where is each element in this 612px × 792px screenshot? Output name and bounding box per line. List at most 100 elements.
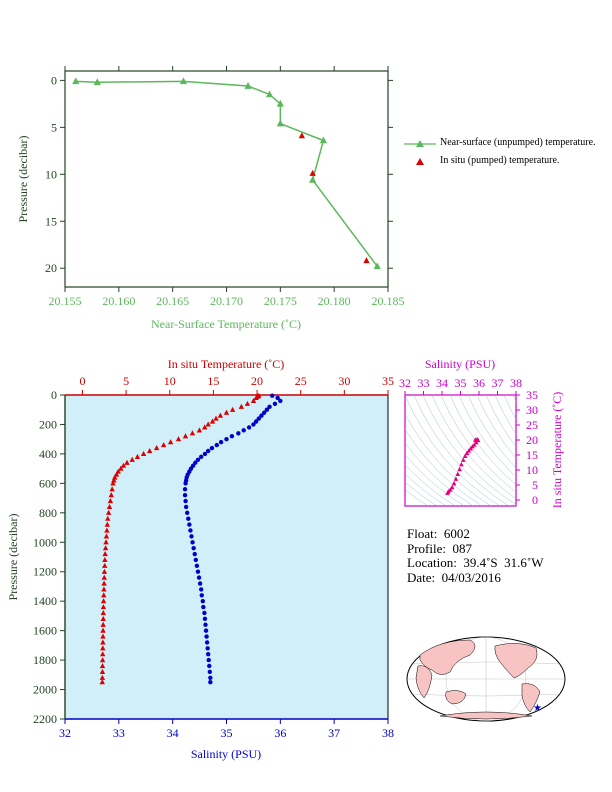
temperature-point — [101, 592, 107, 598]
salinity-tick-label: 33 — [113, 726, 125, 740]
x-tick-label: 20.180 — [318, 294, 351, 308]
temperature-point — [100, 615, 106, 621]
temperature-tick-label: 5 — [123, 374, 129, 388]
ts-point — [453, 476, 459, 481]
temperature-point — [102, 562, 108, 568]
salinity-point — [207, 669, 213, 675]
temperature-point — [103, 533, 110, 539]
temperature-profile-series — [99, 392, 262, 685]
x-tick-label: 20.165 — [156, 294, 189, 308]
near-surface-point — [244, 82, 252, 89]
salinity-point — [205, 652, 211, 657]
ts-point — [449, 484, 455, 490]
x-tick-label: 20.170 — [210, 294, 243, 308]
near-surface-series — [72, 77, 381, 270]
pressure-tick-label: 200 — [39, 417, 57, 431]
ts-y-tick-label: 10 — [526, 463, 538, 477]
salinity-point — [272, 401, 278, 407]
y-tick-label: 15 — [45, 214, 57, 228]
ts-point — [459, 462, 464, 467]
density-contour — [476, 395, 516, 459]
temperature-point — [253, 394, 259, 401]
temperature-point — [129, 456, 135, 462]
salinity-point — [194, 563, 200, 569]
in-situ-series — [298, 132, 370, 264]
float-location-star-icon: ★ — [533, 703, 542, 714]
salinity-tick-label: 34 — [167, 726, 179, 740]
y-tick-label: 0 — [51, 73, 57, 87]
profile-id: Profile: 087 — [407, 540, 472, 556]
salinity-point — [196, 575, 202, 580]
temperature-point — [100, 627, 106, 633]
ts-y-tick-label: 15 — [526, 448, 538, 462]
ts-y-axis-label: In situ Temperature (˚C) — [550, 392, 564, 509]
ts-point — [447, 487, 453, 492]
near-surface-point — [276, 119, 284, 127]
pressure-tick-label: 2200 — [33, 712, 57, 726]
salinity-point — [188, 528, 193, 533]
density-contour — [413, 395, 510, 506]
y-tick-label: 20 — [45, 261, 57, 275]
salinity-point — [202, 451, 208, 457]
y-tick-label: 10 — [45, 167, 57, 181]
density-contour — [405, 413, 492, 506]
salinity-point — [195, 569, 201, 574]
temperature-tick-label: 30 — [338, 374, 350, 388]
temperature-point — [99, 674, 106, 680]
ts-series — [445, 436, 481, 495]
pressure-tick-label: 1400 — [33, 594, 57, 608]
near-surface-point — [309, 175, 317, 183]
density-contour — [405, 395, 501, 506]
near-surface-point — [373, 262, 381, 270]
density-contour — [449, 395, 516, 486]
ts-point — [464, 450, 470, 456]
salinity-point — [195, 457, 201, 462]
pressure-tick-label: 0 — [51, 388, 57, 402]
salinity-point — [202, 616, 208, 622]
temperature-point — [175, 436, 182, 442]
near-surface-chart: 20.155 20.160 20.165 20.170 20.175 20.180 20.1… — [16, 66, 405, 331]
temperature-tick-label: 15 — [207, 374, 219, 388]
legend: Near-surface (unpumped) temperature. In … — [402, 137, 596, 173]
salinity-point — [251, 422, 256, 427]
pressure-tick-label: 400 — [39, 447, 57, 461]
legend-in-situ-marker-icon — [416, 158, 424, 165]
temperature-point — [103, 539, 109, 545]
float-info: Float: 6002 Profile: 087 Location: 39.4˚… — [407, 526, 543, 585]
temperature-tick-label: 10 — [164, 374, 176, 388]
temperature-point — [182, 433, 189, 439]
temperature-point — [108, 492, 114, 498]
temperature-point — [244, 400, 251, 406]
ts-x-tick-label: 33 — [418, 376, 430, 390]
salinity-point — [182, 487, 188, 492]
x-tick-label: 20.175 — [264, 294, 297, 308]
ts-x-tick-label: 34 — [436, 376, 448, 390]
x-tick-label: 20.185 — [372, 294, 405, 308]
salinity-point — [229, 434, 235, 439]
temperature-point — [209, 418, 216, 424]
density-contour — [531, 395, 612, 506]
temperature-tick-label: 25 — [295, 374, 307, 388]
salinity-point — [206, 657, 211, 663]
salinity-point — [208, 675, 213, 680]
ts-point — [460, 457, 466, 462]
salinity-point — [193, 557, 199, 563]
ts-point — [451, 480, 457, 486]
ts-x-axis-label: Salinity (PSU) — [425, 357, 495, 371]
temperature-point — [213, 415, 219, 421]
salinity-point — [264, 407, 270, 412]
temperature-point — [102, 545, 109, 551]
salinity-point — [205, 646, 210, 651]
salinity-point — [270, 393, 275, 398]
legend-near-surface-label: Near-surface (unpumped) temperature. — [440, 137, 596, 148]
salinity-point — [275, 395, 280, 401]
pressure-tick-label: 800 — [39, 506, 57, 520]
pressure-tick-label: 1600 — [33, 624, 57, 638]
density-contour — [494, 395, 516, 435]
near-surface-point — [179, 77, 188, 85]
salinity-point — [241, 428, 246, 433]
temperature-point — [118, 465, 124, 471]
salinity-point — [198, 454, 204, 460]
temperature-point — [110, 480, 116, 486]
